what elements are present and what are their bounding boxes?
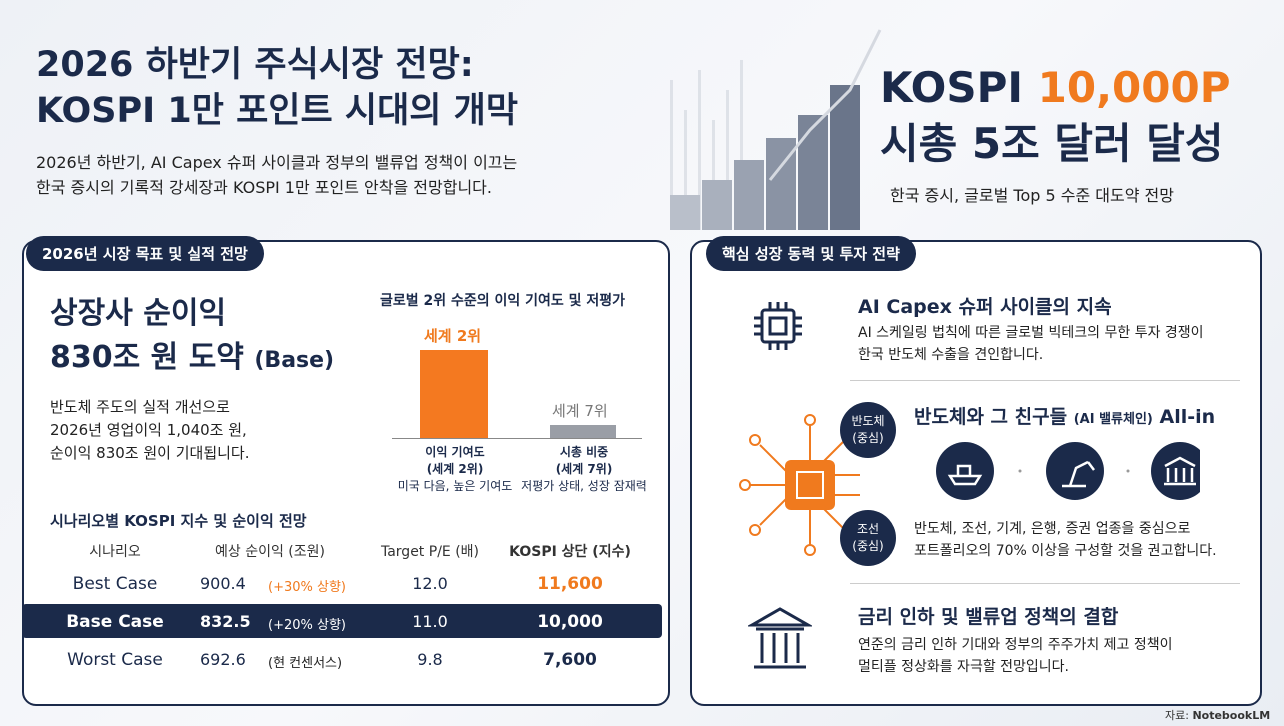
bar-caption: 시총 비중 (세계 7위) 저평가 상태, 성장 잠재력 [520,444,648,495]
headline-tag: (Base) [254,348,335,373]
divider [850,583,1240,584]
target-pe: 11.0 [412,612,448,631]
chip-icon [754,302,802,350]
bar-note: 저평가 상태, 성장 잠재력 [521,479,647,493]
table-header: 예상 순이익 (조원) [215,544,325,560]
scenario: Worst Case [67,650,163,670]
badge-text: 반도체 [851,414,885,428]
net-income: 832.5 [200,612,251,631]
highlight-row [22,604,662,638]
bar-name: 시총 비중 [559,445,609,459]
source: NotebookLM [1192,709,1271,722]
net-income: 692.6 [200,650,246,669]
bar-rank: (세계 2위) [426,462,484,476]
badge-text: 조선 [856,522,880,536]
kospi-top: 7,600 [543,650,597,670]
bar-note: 미국 다음, 높은 기여도 [397,479,513,493]
source-label: 자료: [1165,709,1189,722]
badge: 조선 (중심) [840,510,896,566]
table-header: Target P/E (배) [380,544,480,560]
headline: 상장사 순이익 830조 원 도약 (Base) [50,292,334,383]
hero-bars [670,29,882,230]
item-title: 반도체와 그 친구들 (AI 밸류체인) All-in [914,402,1215,429]
desc-line: 연준의 금리 인하 기대와 정부의 주주가치 제고 정책이 [858,637,1173,653]
target-pe: 12.0 [412,574,448,593]
subtitle-line: 한국 증시의 기록적 강세장과 KOSPI 1만 포인트 안착을 전망합니다. [36,178,492,197]
section-tab: 핵심 성장 동력 및 투자 전략 [706,236,916,271]
subtitle: 2026년 하반기, AI Capex 슈퍼 사이클과 정부의 밸류업 정책이 … [36,150,517,200]
item-suffix: All-in [1159,406,1216,428]
badge: 반도체 (중심) [840,402,896,458]
net-income: 900.4 [200,574,246,593]
hero-headline: KOSPI 10,000P 시총 5조 달러 달성 [880,60,1231,172]
desc-line: 반도체, 조선, 기계, 은행, 증권 업종을 중심으로 [914,521,1191,537]
desc-line: 2026년 영업이익 1,040조 원, [50,421,247,439]
change: (+20% 상향) [268,618,346,633]
chart-axis [392,438,642,439]
change: (+30% 상향) [268,580,346,595]
hero-label: KOSPI [880,63,1024,112]
desc-line: AI 스케일링 법칙에 따른 글로벌 빅테크의 무한 투자 경쟁이 [858,325,1204,341]
item-title-text: 반도체와 그 친구들 [914,406,1068,428]
desc-line: 한국 반도체 수출을 견인합니다. [858,347,1044,363]
badge-text: (중심) [852,539,884,553]
kospi-top: 10,000 [537,612,603,632]
section-tab: 2026년 시장 목표 및 실적 전망 [26,236,264,271]
badge-text: (중심) [852,431,884,445]
headline-line: 상장사 순이익 [50,296,227,331]
bar-label: 세계 7위 [552,402,608,420]
bar-name: 이익 기여도 [425,445,485,459]
scenario: Best Case [72,574,158,594]
title-line: 2026 하반기 주식시장 전망: [36,45,474,85]
bar-rank: (세계 7위) [555,462,613,476]
scenario: Base Case [66,612,164,632]
item-title: AI Capex 슈퍼 사이클의 지속 [858,296,1112,318]
desc-line: 포트폴리오의 70% 이상을 구성할 것을 권고합니다. [914,543,1217,559]
divider [850,380,1240,381]
hero-line: 시총 5조 달러 달성 [880,119,1224,168]
subtitle-line: 2026년 하반기, AI Capex 슈퍼 사이클과 정부의 밸류업 정책이 … [36,153,518,172]
title: 2026 하반기 주식시장 전망: KOSPI 1만 포인트 시대의 개막 [36,42,518,134]
table-title: 시나리오별 KOSPI 지수 및 순이익 전망 [50,512,307,530]
item-title: 금리 인하 및 밸류업 정책의 결합 [858,606,1119,628]
headline-line: 830조 원 도약 [50,340,244,375]
headline-desc: 반도체 주도의 실적 개선으로 2026년 영업이익 1,040조 원, 순이익 8… [50,396,250,465]
bar [550,425,616,438]
chart-title: 글로벌 2위 수준의 이익 기여도 및 저평가 [380,293,626,309]
bar-caption: 이익 기여도 (세계 2위) 미국 다음, 높은 기여도 [392,444,518,495]
table-header: KOSPI 상단 (지수) [509,544,631,560]
kospi-top: 11,600 [537,574,603,594]
desc-line: 반도체 주도의 실적 개선으로 [50,398,230,416]
table-header: 시나리오 [89,544,141,560]
hero-caption: 한국 증시, 글로벌 Top 5 수준 대도약 전망 [890,186,1174,205]
title-line: KOSPI 1만 포인트 시대의 개막 [36,91,519,131]
change: (현 컨센서스) [268,656,343,671]
sector-icons [936,442,1200,500]
desc-line: 순이익 830조 원이 기대됩니다. [50,444,250,462]
hero-value: 10,000P [1037,63,1231,112]
bank-icon [748,607,812,669]
target-pe: 9.8 [417,650,443,669]
desc-line: 멀티플 정상화를 자극할 전망입니다. [858,659,1069,675]
bar-label: 세계 2위 [424,327,482,345]
network-icon [739,414,860,556]
bar [420,350,488,438]
item-tag: (AI 밸류체인) [1073,412,1153,427]
footer: 자료: NotebookLM [1165,707,1270,723]
